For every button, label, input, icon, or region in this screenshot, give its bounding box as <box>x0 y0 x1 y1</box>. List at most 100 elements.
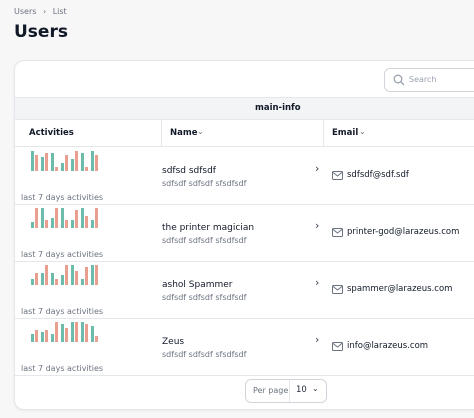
activity-bar <box>35 273 38 285</box>
activity-bar <box>31 151 34 171</box>
user-name: the printer magician <box>162 223 255 233</box>
search-box[interactable]: Search <box>384 68 474 92</box>
email-icon <box>332 228 343 237</box>
user-email: spammer@larazeus.com <box>347 284 453 294</box>
search-icon <box>393 74 405 86</box>
activity-bar <box>65 155 68 171</box>
activity-bar <box>31 279 34 285</box>
column-header[interactable]: Name <box>170 128 198 138</box>
activity-bar <box>55 322 58 342</box>
user-email: printer-god@larazeus.com <box>347 227 460 237</box>
activity-bar <box>85 267 88 285</box>
table-card: Search main-info Activities Name ⌄ Email… <box>14 60 474 410</box>
activity-bar <box>75 151 78 171</box>
breadcrumb-current: List <box>52 7 67 16</box>
activity-bar <box>51 273 54 285</box>
activity-bar <box>95 265 98 285</box>
activity-bar <box>71 220 74 228</box>
user-description: sdfsdf sdfsdf sfsdfsdf <box>162 293 247 302</box>
activity-bar <box>75 271 78 285</box>
activity-bar <box>71 265 74 285</box>
sort-icon[interactable]: ⌄ <box>197 127 204 136</box>
activity-bar <box>91 151 94 171</box>
user-description: sdfsdf sdfsdf sfsdfsdf <box>162 179 247 188</box>
activity-sparkline <box>31 151 98 171</box>
activity-bar <box>35 330 38 342</box>
per-page-label: Per page <box>253 386 289 395</box>
per-page: Per page 10 ⌄ <box>245 379 327 403</box>
activity-bar <box>65 265 68 285</box>
activity-bar <box>41 208 44 228</box>
activity-label: last 7 days activities <box>21 307 104 316</box>
user-description: sdfsdf sdfsdf sfsdfsdf <box>162 236 247 245</box>
activity-bar <box>85 167 88 171</box>
activity-bar <box>95 336 98 342</box>
column-header: Activities <box>29 128 74 138</box>
sort-icon[interactable]: ⌄ <box>359 127 366 136</box>
activity-bar <box>41 273 44 285</box>
user-name: ashol Spammer <box>162 280 233 290</box>
row-chevron[interactable]: › <box>315 162 320 175</box>
activity-bar <box>45 153 48 171</box>
row-chevron[interactable]: › <box>315 333 320 346</box>
email-icon <box>332 171 343 180</box>
activity-sparkline <box>31 265 98 285</box>
activity-label: last 7 days activities <box>21 193 104 202</box>
activity-bar <box>55 279 58 285</box>
email-icon <box>332 285 343 294</box>
activity-bar <box>95 155 98 171</box>
activity-bar <box>41 157 44 171</box>
row-chevron[interactable]: › <box>315 219 320 232</box>
activity-bar <box>91 265 94 285</box>
user-name: sdfsd sdfsdf <box>162 166 216 176</box>
table-row: last 7 days activities the printer magici… <box>15 204 474 262</box>
user-email: sdfsdf@sdf.sdf <box>347 170 409 180</box>
activity-label: last 7 days activities <box>21 364 104 373</box>
activity-sparkline <box>31 322 98 342</box>
activity-bar <box>91 220 94 228</box>
activity-bar <box>45 330 48 342</box>
activity-bar <box>61 163 64 171</box>
activity-bar <box>31 334 34 342</box>
breadcrumb-separator: › <box>42 7 47 16</box>
activity-bar <box>81 279 84 285</box>
breadcrumb: Users › List <box>14 7 67 16</box>
activity-bar <box>61 324 64 342</box>
user-name: Zeus <box>162 337 185 347</box>
select-chevron[interactable]: ⌄ <box>312 384 319 393</box>
column-header-row: Activities Name ⌄ Email ⌄ <box>15 119 474 147</box>
activity-bar <box>81 322 84 342</box>
activity-bar <box>95 208 98 228</box>
activity-bar <box>71 322 74 342</box>
activity-bar <box>61 208 64 228</box>
activity-bar <box>71 159 74 171</box>
table-row: last 7 days activities sdfsd sdfsdf sdfsdf… <box>15 147 474 205</box>
column-header[interactable]: Email <box>332 128 359 138</box>
table-row: last 7 days activities ashol Spammer sdfsd… <box>15 261 474 319</box>
table-row: last 7 days activities Zeus sdfsdf sdfsdf … <box>15 318 474 376</box>
activity-bar <box>81 208 84 228</box>
group-header: main-info <box>255 103 301 113</box>
column-divider <box>161 119 162 146</box>
per-page-select[interactable]: 10 <box>296 385 307 395</box>
user-description: sdfsdf sdfsdf sfsdfsdf <box>162 350 247 359</box>
row-chevron[interactable]: › <box>315 276 320 289</box>
activity-bar <box>51 218 54 228</box>
activity-bar <box>31 222 34 228</box>
activity-bar <box>55 208 58 228</box>
divider <box>289 380 290 402</box>
activity-bar <box>75 210 78 228</box>
activity-bar <box>45 220 48 228</box>
activity-bar <box>85 324 88 342</box>
activity-bar <box>51 153 54 171</box>
activity-label: last 7 days activities <box>21 250 104 259</box>
page-title: Users <box>14 22 68 42</box>
breadcrumb-link[interactable]: Users <box>14 7 37 16</box>
user-email: info@larazeus.com <box>347 341 429 351</box>
activity-bar <box>51 334 54 342</box>
activity-bar <box>91 326 94 342</box>
group-header-row: main-info <box>15 97 474 120</box>
column-divider <box>323 119 324 146</box>
activity-bar <box>81 153 84 171</box>
